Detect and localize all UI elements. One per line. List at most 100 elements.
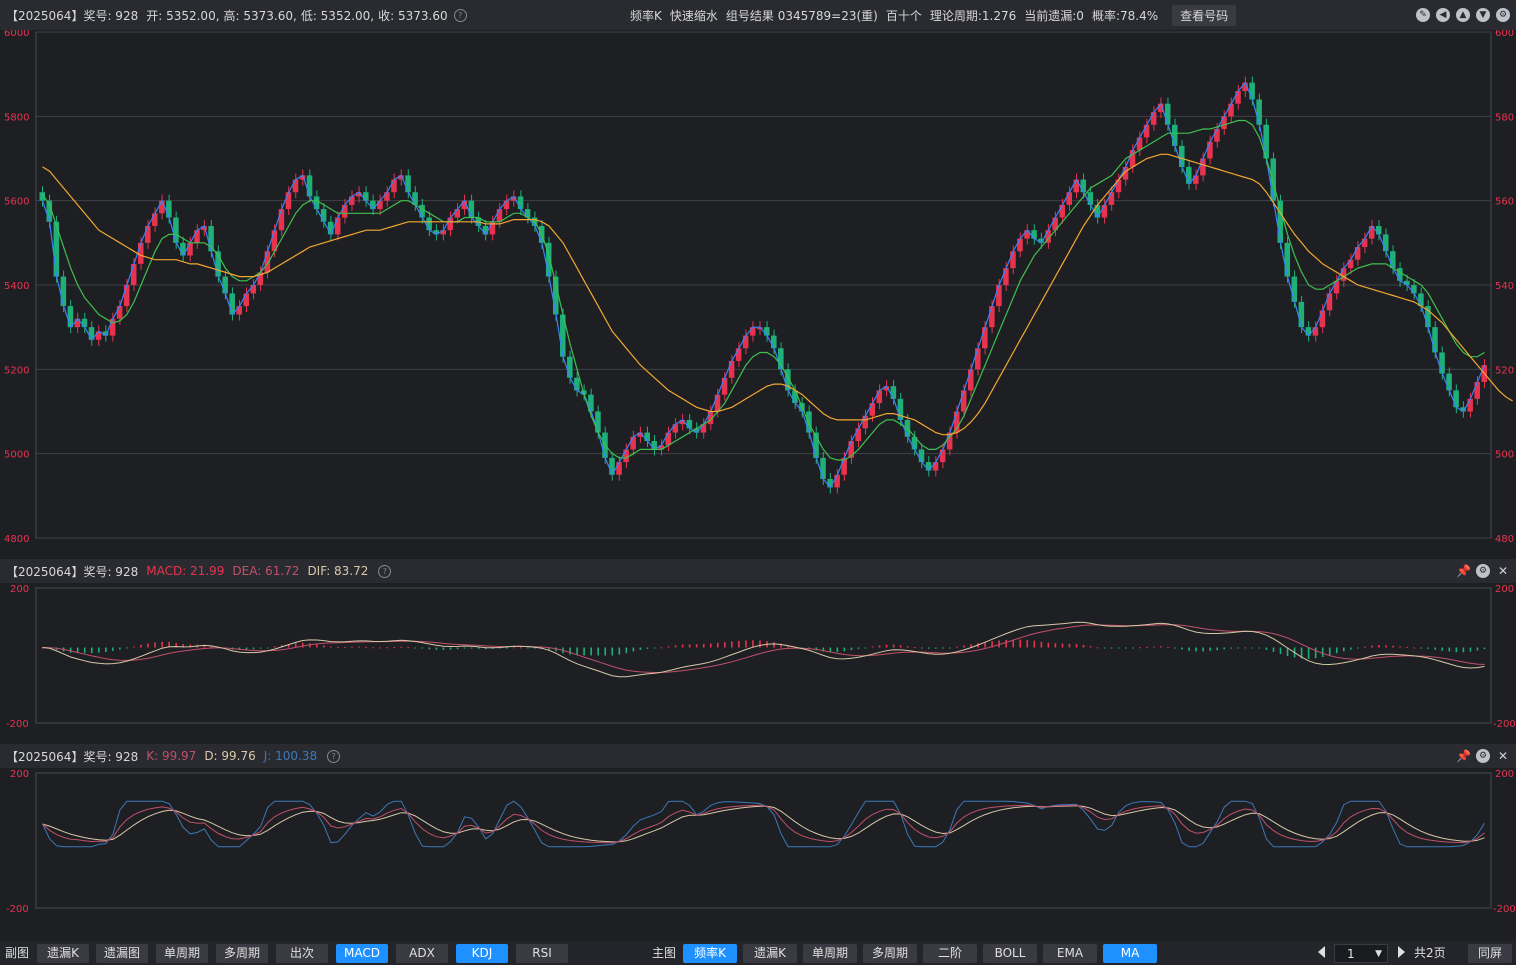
combo-result: 组号结果 0345789=23(重) [725, 8, 878, 23]
macd-bar [83, 647, 86, 654]
back-icon[interactable]: ◀ [1436, 8, 1450, 22]
candle-down [1375, 225, 1382, 235]
macd-bar [175, 642, 177, 648]
candle-up [1115, 179, 1122, 193]
sync-screen-button[interactable]: 同屏 [1468, 944, 1512, 963]
prev-page-icon[interactable] [1318, 946, 1325, 958]
main-chart-header: 【2025064】 奖号: 928 开: 5352.00, 高: 5373.60… [0, 0, 1516, 30]
sub-miss-k-button[interactable]: 遗漏K [37, 944, 89, 963]
candle-up [1235, 91, 1241, 104]
y-tick-label: 5000 [4, 450, 29, 461]
ema-button[interactable]: EMA [1043, 944, 1097, 963]
check-numbers-button[interactable]: 查看号码 [1172, 4, 1237, 26]
dea-value: DEA: 61.72 [232, 564, 300, 578]
edit-icon[interactable]: ✎ [1416, 8, 1430, 22]
kdj-chart-svg[interactable]: 200 -200 200 -200 [0, 768, 1516, 941]
quick-filter-label: 快速缩水 [669, 8, 718, 23]
arrow-up-icon[interactable]: ▲ [1456, 8, 1470, 22]
candle-up [939, 449, 946, 463]
macd-bar [1223, 647, 1226, 650]
macd-bar [583, 647, 585, 656]
candle-up [398, 175, 404, 180]
y-right-tick-label: 500 [1495, 450, 1514, 461]
candle-down [222, 276, 228, 294]
kdj-button[interactable]: KDJ [456, 944, 508, 963]
main-chart[interactable]: 6000 600 5800 580 5600 560 5400 540 5200 520 5000 5… [0, 30, 1516, 559]
kdj-settings-icon[interactable]: ⚙ [1476, 749, 1490, 763]
sub-single-period-button[interactable]: 单周期 [156, 944, 208, 963]
multi-period-button[interactable]: 多周期 [863, 944, 917, 963]
macd-bar [555, 647, 557, 652]
boll-button[interactable]: BOLL [983, 944, 1037, 963]
arrow-down-icon[interactable]: ▼ [1476, 8, 1490, 22]
candle-up [1157, 103, 1164, 113]
macd-bar [1434, 647, 1437, 650]
close-icon[interactable]: ✕ [1497, 564, 1509, 578]
kdj-help-icon[interactable]: ? [327, 749, 341, 763]
y-right-bottom-label: -200 [1493, 719, 1516, 730]
candle-down [1256, 99, 1262, 125]
candle-up [967, 369, 974, 391]
macd-bar [548, 647, 550, 650]
candle-up [834, 474, 840, 488]
macd-bar [667, 646, 670, 648]
macd-bar [1005, 639, 1007, 648]
candle-up [123, 285, 130, 307]
candle-down [468, 200, 475, 218]
sub-multi-period-button[interactable]: 多周期 [216, 944, 268, 963]
single-period-button[interactable]: 单周期 [803, 944, 857, 963]
macd-bar [625, 647, 628, 654]
miss-k-button[interactable]: 遗漏K [743, 944, 797, 963]
macd-bar [745, 640, 747, 648]
macd-settings-icon[interactable]: ⚙ [1476, 564, 1490, 578]
macd-bar [716, 642, 719, 648]
macd-bar [1420, 647, 1422, 649]
candle-down [208, 225, 214, 252]
macd-button[interactable]: MACD [336, 944, 388, 963]
candle-up [503, 200, 510, 210]
candle-down [1418, 293, 1424, 307]
candle-up [201, 225, 207, 231]
macd-bar [1251, 647, 1254, 649]
candle-down [1080, 179, 1087, 193]
macd-help-icon[interactable]: ? [378, 564, 392, 578]
candle-down [1263, 124, 1269, 159]
help-icon[interactable]: ? [453, 8, 467, 22]
y-tick-label: 4800 [4, 534, 29, 545]
macd-bar [119, 647, 121, 650]
sub-miss-chart-button[interactable]: 遗漏图 [96, 944, 148, 963]
candle-down [1382, 234, 1389, 252]
pin-icon[interactable]: 📌 [1456, 564, 1471, 578]
candle-down [81, 318, 88, 328]
macd-bar [1455, 647, 1458, 653]
candle-up [735, 348, 742, 361]
kdj-period-label: 【2025064】 [6, 749, 84, 764]
candle-up [1150, 112, 1157, 125]
kdj-chart[interactable]: 200 -200 200 -200 [0, 768, 1516, 941]
freq-k-button[interactable]: 频率K [683, 944, 737, 963]
next-page-icon[interactable] [1398, 946, 1405, 958]
macd-bar [449, 647, 452, 650]
settings-icon[interactable]: ⚙ [1496, 8, 1510, 22]
rsi-button[interactable]: RSI [516, 944, 568, 963]
macd-bar [273, 646, 276, 648]
macd-chart[interactable]: 200 -200 200 -200 [0, 583, 1516, 744]
macd-bar [738, 640, 740, 648]
candle-down [609, 457, 615, 475]
kdj-close-icon[interactable]: ✕ [1497, 749, 1509, 763]
second-order-button[interactable]: 二阶 [923, 944, 977, 963]
macd-chart-svg[interactable]: 200 -200 200 -200 [0, 583, 1516, 744]
total-pages: 共2页 [1414, 946, 1446, 960]
adx-button[interactable]: ADX [396, 944, 448, 963]
kdj-pin-icon[interactable]: 📌 [1456, 749, 1471, 763]
macd-bar [1307, 647, 1310, 659]
candle-down [426, 217, 432, 231]
sub-count-button[interactable]: 出次 [276, 944, 328, 963]
candle-up [1136, 137, 1143, 151]
ma-button[interactable]: MA [1103, 944, 1157, 963]
page-select[interactable]: 1 ▼ [1334, 944, 1388, 963]
main-chart-svg[interactable]: 6000 600 5800 580 5600 560 5400 540 5200 520 5000 5… [0, 30, 1516, 559]
candle-up [1010, 251, 1016, 269]
candle-up [1207, 141, 1213, 159]
y-bottom-label: -200 [6, 719, 29, 730]
